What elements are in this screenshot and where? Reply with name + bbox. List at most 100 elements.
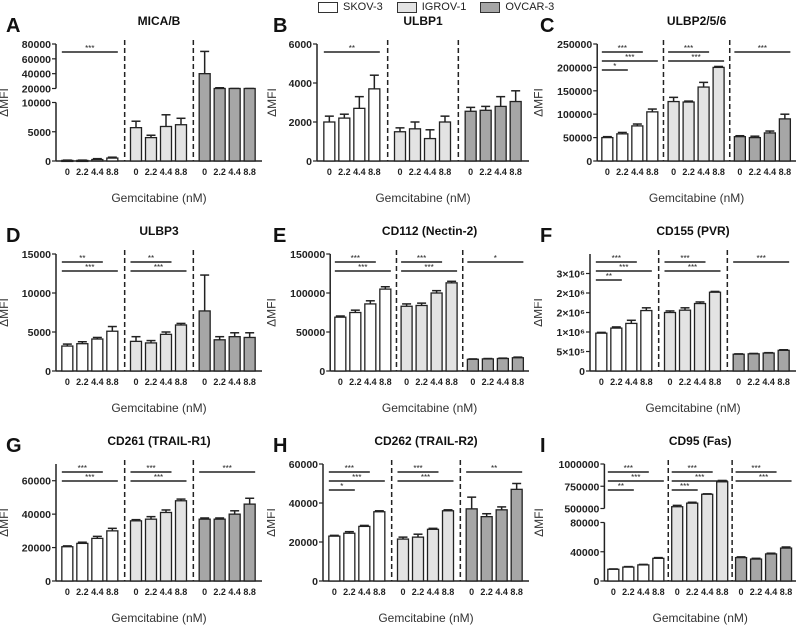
significance-label: **: [618, 482, 624, 491]
y-axis-label: ΔMFI: [267, 88, 279, 117]
significance-label: ***: [85, 263, 94, 272]
x-tick-label: 0: [469, 587, 474, 597]
x-tick-label: 0: [202, 377, 207, 387]
x-tick-label: 8.8: [712, 167, 725, 177]
x-tick-label: 4.4: [637, 587, 650, 597]
x-tick-label: 4.4: [430, 377, 443, 387]
bar-skov-3: [328, 535, 341, 582]
x-tick-label: 2.2: [145, 167, 158, 177]
x-tick-label: 0: [611, 587, 616, 597]
bar-skov-3: [106, 157, 119, 162]
bar-ovcar-3: [228, 513, 241, 582]
bar-igrov-1: [663, 311, 677, 372]
y-tick-label: 150000: [557, 86, 592, 98]
bar-ovcar-3: [213, 518, 226, 582]
bar-ovcar-3: [213, 87, 226, 162]
x-tick-label: 0: [468, 167, 473, 177]
panel-title: CD95 (Fas): [669, 434, 732, 448]
bar-igrov-1: [438, 121, 452, 162]
significance-label: ***: [358, 263, 367, 272]
bar-ovcar-3: [480, 516, 493, 582]
x-tick-label: 8.8: [379, 377, 392, 387]
y-tick-label: 15000: [22, 249, 51, 261]
significance-label: *: [613, 62, 616, 71]
bar-ovcar-3: [198, 73, 211, 162]
significance-label: ***: [756, 254, 765, 263]
x-tick-label: 4.4: [697, 167, 710, 177]
significance-label: ***: [352, 473, 361, 482]
significance-label: ***: [154, 263, 163, 272]
x-tick-label: 0: [605, 167, 610, 177]
x-tick-label: 2.2: [343, 587, 356, 597]
significance-label: ***: [688, 464, 697, 473]
y-tick-label: 3×10⁶: [557, 269, 586, 281]
x-tick-label: 4.4: [427, 587, 440, 597]
bar-igrov-1: [159, 511, 173, 582]
x-axis-label: Gemcitabine (nM): [649, 191, 744, 205]
bar-ovcar-3: [213, 339, 226, 372]
x-tick-label: 2.2: [686, 587, 699, 597]
significance-label: ***: [222, 464, 231, 473]
x-tick-label: 4.4: [495, 587, 508, 597]
bar-igrov-1: [408, 128, 422, 162]
x-tick-label: 0: [133, 587, 138, 597]
bar-igrov-1: [671, 506, 684, 582]
y-tick-label: 60000: [22, 54, 51, 66]
x-axis-label: Gemcitabine (nM): [111, 401, 206, 415]
bar-igrov-1: [693, 302, 707, 372]
bar-skov-3: [353, 107, 366, 162]
significance-label: **: [606, 272, 612, 281]
panel-letter: C: [540, 15, 554, 37]
bar-ovcar-3: [777, 349, 790, 372]
significance-label: **: [79, 254, 85, 263]
legend-label: IGROV-1: [421, 1, 467, 13]
y-tick-label: 80000: [570, 518, 599, 530]
x-tick-label: 0: [327, 167, 332, 177]
x-tick-label: 8.8: [777, 377, 790, 387]
x-tick-label: 2.2: [482, 377, 495, 387]
bar-skov-3: [61, 345, 74, 372]
panel-letter: D: [6, 225, 20, 247]
bar-igrov-1: [144, 342, 158, 372]
bar-ovcar-3: [762, 352, 775, 372]
significance-label: ***: [424, 263, 433, 272]
x-tick-label: 2.2: [76, 167, 89, 177]
x-tick-label: 2.2: [145, 587, 158, 597]
bar-ovcar-3: [198, 310, 211, 372]
x-tick-label: 0: [400, 587, 405, 597]
panel-letter: A: [6, 15, 20, 37]
x-tick-label: 4.4: [494, 167, 507, 177]
bar-igrov-1: [129, 127, 143, 162]
bar-skov-3: [595, 332, 608, 372]
panel-letter: B: [273, 15, 287, 37]
x-tick-label: 0: [65, 167, 70, 177]
significance-label: ***: [688, 263, 697, 272]
bar-igrov-1: [667, 100, 680, 162]
y-tick-label: 20000: [22, 84, 51, 96]
x-tick-label: 8.8: [445, 377, 458, 387]
significance-label: ***: [619, 263, 628, 272]
x-axis-label: Gemcitabine (nM): [111, 611, 206, 625]
bar-skov-3: [637, 564, 650, 582]
bar-ovcar-3: [243, 87, 256, 162]
x-tick-label: 8.8: [106, 167, 119, 177]
y-tick-label: 0: [45, 156, 51, 168]
significance-label: ***: [684, 44, 693, 53]
bar-skov-3: [106, 530, 119, 582]
y-tick-label: 0: [45, 366, 51, 378]
y-tick-label: 2000: [289, 117, 313, 129]
y-axis-label: ΔMFI: [0, 508, 11, 537]
significance-label: *: [494, 254, 497, 263]
bar-skov-3: [76, 542, 89, 582]
x-tick-label: 8.8: [243, 167, 256, 177]
y-tick-label: 10000: [22, 98, 51, 110]
y-axis-label: ΔMFI: [534, 298, 545, 327]
chart-panel-c: C ULBP2/5/6 0 50000 100000 150000 200000 250000…: [531, 2, 800, 213]
bar-skov-3: [323, 121, 336, 162]
chart-panel-f: F CD155 (PVR) 0 5×10⁵ 1×10⁶ 2×10⁶ 2×10⁶ 3×10⁶ ΔM…: [531, 212, 800, 423]
x-tick-label: 2.2: [213, 587, 226, 597]
x-tick-label: 4.4: [91, 167, 104, 177]
bar-igrov-1: [396, 538, 410, 582]
x-tick-label: 0: [737, 167, 742, 177]
